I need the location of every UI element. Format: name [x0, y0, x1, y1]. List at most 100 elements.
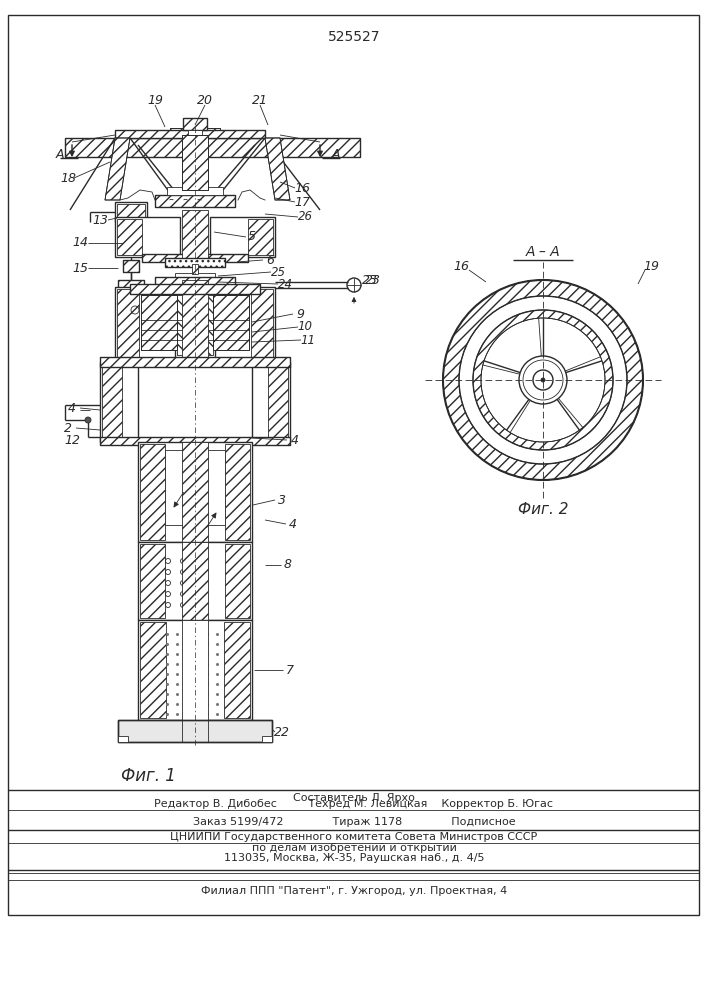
- Circle shape: [85, 417, 91, 423]
- Polygon shape: [105, 138, 130, 200]
- Text: 20: 20: [197, 94, 213, 106]
- Bar: [123, 260, 139, 272]
- Bar: [115, 130, 265, 138]
- Bar: [182, 442, 208, 542]
- Bar: [177, 295, 195, 355]
- Text: 8: 8: [284, 558, 292, 572]
- Text: 23: 23: [365, 273, 381, 286]
- Bar: [102, 364, 122, 440]
- Text: 15: 15: [72, 261, 88, 274]
- Text: 19: 19: [643, 259, 659, 272]
- Bar: [213, 295, 249, 350]
- Polygon shape: [265, 138, 290, 200]
- Bar: [182, 135, 208, 190]
- Bar: [170, 128, 220, 138]
- Bar: [268, 364, 288, 440]
- Bar: [138, 620, 252, 720]
- Text: по делам изобретений и открытий: по делам изобретений и открытий: [252, 843, 457, 853]
- Bar: [140, 544, 165, 618]
- Text: 16: 16: [453, 259, 469, 272]
- Bar: [65, 138, 360, 157]
- Bar: [195, 295, 213, 355]
- Circle shape: [541, 378, 545, 382]
- Text: 525527: 525527: [328, 30, 380, 44]
- Bar: [118, 720, 272, 742]
- Text: 14: 14: [72, 236, 88, 249]
- Text: 11: 11: [300, 334, 315, 347]
- Bar: [115, 287, 175, 362]
- Text: 17: 17: [294, 196, 310, 209]
- Bar: [155, 277, 235, 287]
- Bar: [100, 437, 290, 445]
- Bar: [117, 204, 145, 220]
- Wedge shape: [473, 310, 613, 450]
- Bar: [65, 138, 360, 157]
- Text: 25: 25: [271, 265, 286, 278]
- Bar: [123, 260, 139, 272]
- Text: 113035, Москва, Ж-35, Раушская наб., д. 4/5: 113035, Москва, Ж-35, Раушская наб., д. …: [223, 853, 484, 863]
- Bar: [248, 219, 273, 255]
- Bar: [155, 277, 235, 287]
- Text: 22: 22: [274, 726, 290, 738]
- Bar: [140, 622, 166, 718]
- Bar: [100, 362, 138, 442]
- Text: 3: 3: [278, 493, 286, 506]
- Bar: [141, 295, 177, 350]
- Bar: [118, 280, 144, 300]
- Text: 24: 24: [278, 277, 293, 290]
- Text: 9: 9: [296, 308, 304, 320]
- Bar: [224, 622, 250, 718]
- Bar: [130, 284, 260, 294]
- Text: 18: 18: [60, 172, 76, 184]
- Bar: [117, 289, 139, 360]
- Bar: [175, 277, 215, 284]
- Text: 23: 23: [362, 273, 378, 286]
- Text: Составитель Л. Ярхо: Составитель Л. Ярхо: [293, 793, 415, 803]
- Bar: [118, 280, 144, 300]
- Bar: [138, 542, 252, 620]
- Bar: [182, 620, 208, 720]
- Bar: [188, 130, 202, 138]
- Text: 6: 6: [266, 253, 274, 266]
- Text: Редактор В. Дибобес         Техред М. Левицкая    Корректор Б. Югас: Редактор В. Дибобес Техред М. Левицкая К…: [155, 799, 554, 809]
- Text: 19: 19: [147, 94, 163, 106]
- Bar: [170, 128, 220, 138]
- Text: 16: 16: [294, 182, 310, 194]
- Bar: [142, 254, 248, 262]
- Bar: [118, 720, 272, 742]
- Bar: [100, 437, 290, 445]
- Bar: [123, 232, 139, 244]
- Bar: [117, 219, 142, 255]
- Bar: [225, 544, 250, 618]
- Bar: [155, 195, 235, 207]
- Bar: [252, 362, 290, 442]
- Text: ЦНИИПИ Государственного комитета Совета Министров СССР: ЦНИИПИ Государственного комитета Совета …: [170, 832, 537, 842]
- Text: Филиал ППП "Патент", г. Ужгород, ул. Проектная, 4: Филиал ППП "Патент", г. Ужгород, ул. Про…: [201, 886, 507, 896]
- Bar: [167, 187, 223, 195]
- Text: 4: 4: [289, 518, 297, 530]
- Bar: [251, 289, 273, 360]
- Text: Фиг. 2: Фиг. 2: [518, 502, 568, 518]
- Bar: [115, 202, 147, 222]
- Bar: [165, 258, 225, 267]
- Bar: [155, 195, 235, 207]
- Bar: [165, 258, 225, 267]
- Text: 10: 10: [298, 320, 312, 334]
- Bar: [100, 357, 290, 367]
- Text: Фиг. 1: Фиг. 1: [121, 767, 175, 785]
- Bar: [192, 264, 198, 274]
- Text: 4: 4: [68, 401, 76, 414]
- Text: 5: 5: [248, 231, 256, 243]
- Text: 13: 13: [92, 214, 108, 227]
- Text: 26: 26: [298, 211, 312, 224]
- Text: А – А: А – А: [525, 245, 561, 259]
- Bar: [183, 118, 207, 130]
- Text: 4: 4: [291, 434, 299, 446]
- Bar: [210, 217, 275, 257]
- Bar: [213, 295, 249, 350]
- Bar: [142, 254, 248, 262]
- Text: 2: 2: [64, 422, 72, 434]
- Bar: [182, 280, 208, 360]
- Bar: [262, 736, 272, 742]
- Bar: [215, 287, 275, 362]
